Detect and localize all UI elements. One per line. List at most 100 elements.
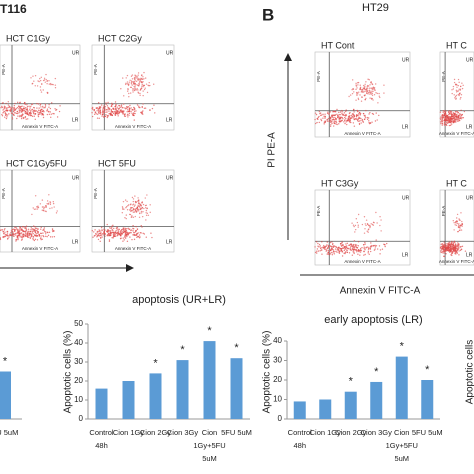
event-dot — [351, 248, 354, 251]
event-dot — [383, 243, 385, 246]
event-dot — [327, 244, 330, 247]
event-dot — [450, 248, 453, 250]
event-dot — [442, 252, 444, 254]
plot-label: HT C — [446, 178, 467, 188]
event-dot — [314, 122, 317, 125]
event-dot — [445, 110, 447, 112]
event-dot — [378, 245, 381, 247]
event-dot — [100, 231, 102, 233]
event-dot — [454, 95, 457, 98]
event-dot — [145, 236, 147, 238]
event-dot — [332, 252, 334, 254]
event-dot — [34, 230, 36, 232]
event-dot — [462, 84, 464, 87]
event-dot — [370, 81, 372, 83]
event-dot — [340, 244, 342, 247]
event-dot — [127, 106, 130, 108]
event-dot — [358, 91, 360, 93]
event-dot — [456, 119, 458, 121]
quadrant-label: LR — [402, 252, 409, 258]
event-dot — [141, 83, 143, 86]
event-dot — [47, 92, 49, 94]
event-dot — [23, 234, 26, 236]
event-dot — [154, 112, 156, 114]
event-dot — [458, 245, 460, 248]
event-dot — [324, 115, 327, 118]
event-dot — [443, 249, 445, 251]
event-dot — [116, 106, 118, 108]
event-dot — [461, 87, 464, 90]
event-dot — [354, 228, 357, 231]
event-dot — [107, 101, 109, 104]
event-dot — [315, 113, 318, 116]
event-dot — [23, 235, 25, 238]
event-dot — [32, 110, 34, 113]
event-dot — [112, 229, 114, 232]
event-dot — [457, 230, 459, 233]
event-dot — [325, 248, 327, 250]
event-dot — [132, 211, 135, 213]
event-dot — [355, 85, 358, 87]
event-dot — [127, 227, 130, 230]
event-dot — [367, 229, 370, 231]
event-dot — [131, 215, 133, 217]
event-dot — [23, 106, 25, 108]
event-dot — [22, 117, 25, 120]
event-dot — [337, 249, 340, 251]
event-dot — [453, 78, 456, 81]
event-dot — [363, 118, 366, 120]
event-dot — [5, 102, 7, 105]
event-dot — [362, 89, 364, 91]
y-tick-label: 20 — [273, 375, 282, 384]
event-dot — [345, 110, 347, 113]
event-dot — [452, 114, 454, 116]
event-dot — [102, 106, 105, 109]
event-dot — [454, 247, 456, 249]
event-dot — [346, 247, 348, 250]
event-dot — [28, 113, 30, 115]
event-dot — [445, 117, 448, 119]
event-dot — [457, 84, 460, 87]
event-dot — [134, 80, 136, 82]
event-dot — [373, 249, 376, 251]
event-dot — [454, 224, 456, 226]
event-dot — [339, 113, 341, 116]
event-dot — [136, 206, 139, 209]
event-dot — [353, 252, 355, 255]
event-dot — [99, 232, 101, 235]
event-dot — [43, 228, 45, 231]
event-dot — [339, 111, 342, 113]
event-dot — [460, 245, 462, 248]
event-dot — [112, 112, 115, 115]
event-dot — [349, 249, 352, 251]
event-dot — [374, 248, 376, 250]
event-dot — [131, 238, 133, 241]
event-dot — [365, 81, 367, 83]
event-dot — [97, 238, 100, 241]
event-dot — [459, 249, 462, 252]
event-dot — [458, 81, 460, 84]
quadrant-label: LR — [402, 124, 409, 130]
event-dot — [19, 115, 21, 118]
quadrant-label: LR — [166, 117, 173, 123]
event-dot — [22, 236, 24, 238]
event-dot — [351, 79, 354, 81]
event-dot — [124, 227, 127, 230]
event-dot — [339, 120, 341, 122]
event-dot — [145, 214, 148, 217]
bar — [0, 371, 11, 419]
event-dot — [111, 227, 113, 229]
event-dot — [314, 251, 317, 254]
event-dot — [443, 243, 446, 245]
event-dot — [119, 237, 122, 240]
event-dot — [336, 108, 338, 111]
event-dot — [329, 249, 332, 252]
plot-label: HCT C2Gy — [98, 33, 142, 43]
event-dot — [380, 230, 382, 232]
event-dot — [456, 110, 459, 113]
event-dot — [104, 235, 106, 237]
event-dot — [48, 83, 51, 85]
event-dot — [453, 222, 455, 224]
event-dot — [96, 106, 98, 109]
event-dot — [451, 115, 453, 118]
